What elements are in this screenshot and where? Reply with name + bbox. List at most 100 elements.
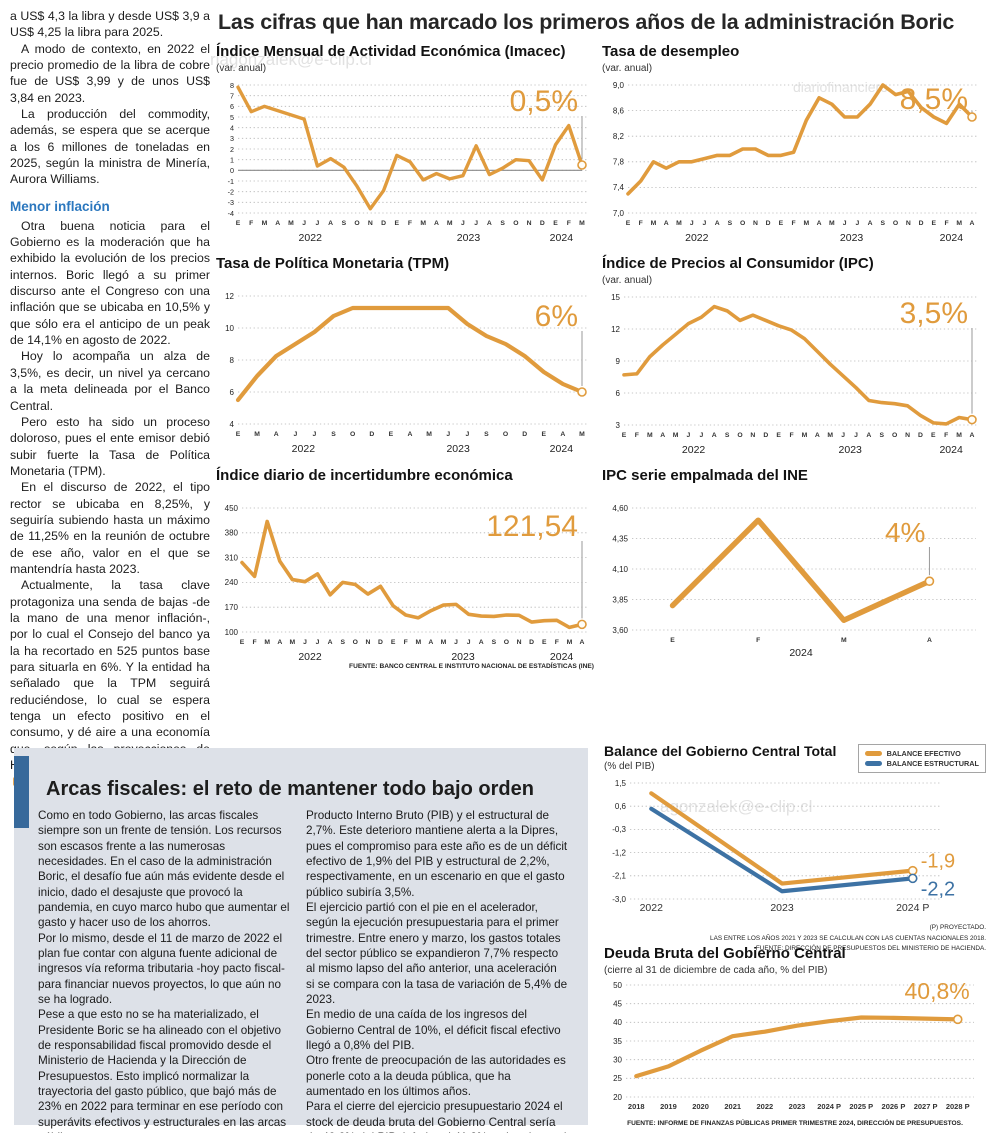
- svg-text:A: A: [560, 431, 565, 438]
- svg-text:A: A: [970, 432, 975, 439]
- chart-title: Tasa de desempleo: [602, 43, 740, 60]
- svg-text:12: 12: [611, 324, 620, 333]
- svg-text:M: M: [579, 431, 585, 438]
- chart-canvas: 15 12 9 6 3 E F M A M J J A S O N D E F M A M J J A S O N D E F M A 2022 2…: [602, 289, 984, 455]
- svg-text:2021: 2021: [724, 1102, 741, 1111]
- svg-text:M: M: [420, 220, 426, 227]
- svg-text:170: 170: [225, 603, 239, 612]
- svg-text:J: J: [467, 639, 471, 646]
- svg-text:F: F: [789, 432, 793, 439]
- svg-text:A: A: [277, 639, 282, 646]
- svg-text:A: A: [712, 432, 717, 439]
- svg-text:4,60: 4,60: [612, 503, 628, 512]
- svg-text:O: O: [354, 220, 359, 227]
- svg-text:F: F: [639, 220, 643, 227]
- svg-text:O: O: [504, 639, 509, 646]
- svg-text:-1,2: -1,2: [612, 849, 626, 858]
- paragraph: Hoy lo acompaña un alza de 3,5%, es deci…: [10, 349, 210, 413]
- svg-text:E: E: [394, 220, 399, 227]
- svg-text:O: O: [892, 432, 897, 439]
- svg-text:D: D: [918, 432, 923, 439]
- svg-text:M: M: [254, 431, 260, 438]
- svg-text:E: E: [670, 637, 675, 644]
- svg-text:A: A: [479, 639, 484, 646]
- svg-text:O: O: [893, 220, 898, 227]
- svg-text:E: E: [542, 431, 547, 438]
- svg-text:E: E: [776, 432, 781, 439]
- svg-text:8: 8: [230, 355, 235, 364]
- svg-text:M: M: [426, 431, 432, 438]
- svg-text:J: J: [461, 220, 465, 227]
- svg-text:2024 P: 2024 P: [896, 902, 929, 914]
- chart-canvas: 12 10 8 6 4 E M A J J S O D E A M J J S O D E A M 2022 2023 2024 6%: [216, 288, 594, 454]
- svg-text:A: A: [580, 639, 585, 646]
- svg-text:M: M: [288, 220, 294, 227]
- svg-text:D: D: [919, 220, 924, 227]
- chart-title: IPC serie empalmada del INE: [602, 467, 808, 484]
- svg-text:2024: 2024: [940, 232, 964, 243]
- svg-text:7,0: 7,0: [613, 208, 625, 217]
- svg-text:2023: 2023: [446, 443, 470, 454]
- svg-text:M: M: [290, 639, 296, 646]
- svg-text:4: 4: [230, 123, 234, 132]
- svg-text:S: S: [340, 639, 345, 646]
- svg-text:12: 12: [225, 291, 234, 300]
- svg-text:M: M: [264, 639, 270, 646]
- paragraph: Pese a que esto no se ha materializado, …: [38, 1008, 287, 1133]
- svg-text:N: N: [527, 220, 532, 227]
- svg-text:M: M: [415, 639, 421, 646]
- svg-text:M: M: [804, 220, 810, 227]
- svg-text:2024: 2024: [550, 651, 574, 662]
- svg-text:2022: 2022: [292, 443, 316, 454]
- svg-text:2023: 2023: [770, 902, 794, 914]
- svg-text:M: M: [802, 432, 808, 439]
- chart-canvas: 8 7 6 5 4 3 2 1 0 -1 -2 -3 -4 E F M A M J J A S O N D E F M A M J J A S O N…: [216, 77, 594, 243]
- svg-text:M: M: [827, 432, 833, 439]
- fiscal-column-2: Producto Interno Bruto (PIB) y el estruc…: [306, 808, 568, 1133]
- chart-source: FUENTE: INFORME DE FINANZAS PÚBLICAS PRI…: [627, 1119, 963, 1127]
- chart-subtitle: (cierre al 31 de diciembre de cada año, …: [604, 964, 828, 976]
- svg-text:3,85: 3,85: [612, 595, 628, 604]
- svg-text:450: 450: [225, 503, 239, 512]
- svg-text:-2,2: -2,2: [921, 879, 955, 901]
- svg-text:E: E: [240, 639, 245, 646]
- fiscal-title: Arcas fiscales: el reto de mantener todo…: [46, 778, 534, 800]
- svg-text:E: E: [236, 431, 241, 438]
- svg-text:25: 25: [613, 1074, 622, 1083]
- svg-text:J: J: [703, 220, 707, 227]
- paragraph: En el discurso de 2022, el tipo rector s…: [10, 480, 210, 576]
- svg-text:E: E: [542, 639, 547, 646]
- svg-text:2028 P: 2028 P: [946, 1102, 970, 1111]
- svg-text:F: F: [404, 639, 408, 646]
- svg-text:J: J: [316, 639, 320, 646]
- svg-text:35: 35: [613, 1036, 622, 1045]
- paragraph: La producción del commodity, además, se …: [10, 107, 210, 187]
- svg-text:N: N: [750, 432, 755, 439]
- svg-text:6: 6: [616, 388, 621, 397]
- svg-text:310: 310: [225, 553, 239, 562]
- svg-text:4%: 4%: [885, 517, 925, 548]
- svg-text:2026 P: 2026 P: [882, 1102, 906, 1111]
- svg-text:N: N: [365, 639, 370, 646]
- paragraph: Pero esto ha sido un proceso doloroso, p…: [10, 414, 210, 478]
- svg-text:E: E: [931, 432, 936, 439]
- svg-text:7: 7: [230, 91, 234, 100]
- chart-deuda: Deuda Bruta del Gobierno Central (cierre…: [604, 945, 986, 1127]
- svg-text:-2: -2: [228, 187, 234, 196]
- svg-text:A: A: [434, 220, 439, 227]
- svg-text:100: 100: [225, 627, 239, 636]
- legend-label: BALANCE ESTRUCTURAL: [886, 759, 979, 768]
- svg-text:2022: 2022: [299, 232, 323, 243]
- svg-text:A: A: [715, 220, 720, 227]
- svg-text:S: S: [500, 220, 505, 227]
- chart-canvas: 450 380 310 240 170 100 E F M A M J J A S O N D E F M A M J J A S O…: [216, 500, 594, 662]
- svg-text:2024: 2024: [789, 647, 813, 658]
- svg-text:D: D: [540, 220, 545, 227]
- svg-text:121,54: 121,54: [486, 510, 578, 543]
- chart-imacec: Índice Mensual de Actividad Económica (I…: [216, 43, 594, 243]
- paragraph: El ejercicio partió con el pie en el ace…: [306, 900, 568, 1006]
- svg-text:S: S: [725, 432, 730, 439]
- svg-text:2022: 2022: [640, 902, 664, 914]
- svg-text:F: F: [555, 639, 559, 646]
